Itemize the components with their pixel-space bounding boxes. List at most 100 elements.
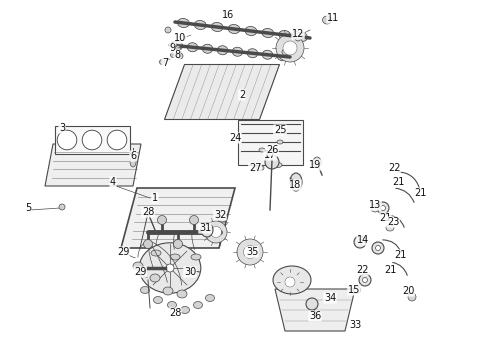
Ellipse shape xyxy=(282,49,288,55)
Text: 21: 21 xyxy=(414,188,426,198)
Ellipse shape xyxy=(57,130,77,150)
Ellipse shape xyxy=(277,52,288,61)
Ellipse shape xyxy=(363,278,368,283)
Ellipse shape xyxy=(269,148,275,152)
Text: 13: 13 xyxy=(369,200,381,210)
Text: 1: 1 xyxy=(152,193,158,203)
Ellipse shape xyxy=(187,43,198,52)
Text: 8: 8 xyxy=(174,50,180,60)
Text: 24: 24 xyxy=(229,133,241,143)
Text: 12: 12 xyxy=(292,29,304,39)
Ellipse shape xyxy=(157,216,167,225)
Text: 35: 35 xyxy=(246,247,258,257)
Text: 16: 16 xyxy=(222,10,234,20)
Ellipse shape xyxy=(386,225,394,231)
Text: 28: 28 xyxy=(169,308,181,318)
Ellipse shape xyxy=(202,44,213,53)
Text: 28: 28 xyxy=(142,207,154,217)
Text: 25: 25 xyxy=(274,125,286,135)
Ellipse shape xyxy=(191,254,201,260)
Ellipse shape xyxy=(190,216,198,225)
Text: 21: 21 xyxy=(392,177,404,187)
Ellipse shape xyxy=(358,239,363,244)
Ellipse shape xyxy=(177,18,189,27)
Text: 32: 32 xyxy=(214,210,226,220)
Text: 20: 20 xyxy=(402,286,414,296)
Ellipse shape xyxy=(166,264,174,272)
Ellipse shape xyxy=(153,297,163,303)
Ellipse shape xyxy=(170,254,180,260)
Text: 33: 33 xyxy=(349,320,361,330)
Ellipse shape xyxy=(274,162,282,167)
Ellipse shape xyxy=(277,140,283,144)
Ellipse shape xyxy=(290,173,302,191)
Ellipse shape xyxy=(295,35,301,41)
Text: 4: 4 xyxy=(110,177,116,187)
Ellipse shape xyxy=(266,153,274,158)
Ellipse shape xyxy=(353,287,361,293)
Ellipse shape xyxy=(283,41,297,55)
Ellipse shape xyxy=(177,290,187,298)
Ellipse shape xyxy=(262,28,274,37)
Ellipse shape xyxy=(279,31,291,40)
Ellipse shape xyxy=(372,242,384,254)
Ellipse shape xyxy=(306,298,318,310)
Text: 30: 30 xyxy=(184,267,196,277)
Ellipse shape xyxy=(168,302,176,309)
Text: 18: 18 xyxy=(289,180,301,190)
Ellipse shape xyxy=(205,294,215,302)
Text: 21: 21 xyxy=(394,250,406,260)
Ellipse shape xyxy=(259,148,265,152)
Text: 15: 15 xyxy=(348,285,360,295)
Ellipse shape xyxy=(82,130,102,150)
Ellipse shape xyxy=(180,306,190,314)
Text: 36: 36 xyxy=(309,311,321,321)
Ellipse shape xyxy=(354,236,366,248)
Text: 3: 3 xyxy=(59,123,65,133)
Text: 11: 11 xyxy=(327,13,339,23)
Ellipse shape xyxy=(265,155,279,169)
Ellipse shape xyxy=(375,246,381,251)
Ellipse shape xyxy=(150,274,160,282)
Text: 23: 23 xyxy=(387,217,399,227)
Text: 14: 14 xyxy=(357,235,369,245)
Ellipse shape xyxy=(408,293,416,301)
Text: 29: 29 xyxy=(134,267,146,277)
Ellipse shape xyxy=(165,27,171,33)
Text: 10: 10 xyxy=(174,33,186,43)
Text: 22: 22 xyxy=(356,265,368,275)
Ellipse shape xyxy=(211,226,221,238)
Text: 22: 22 xyxy=(388,163,400,173)
Ellipse shape xyxy=(244,246,256,258)
Ellipse shape xyxy=(171,42,177,48)
Ellipse shape xyxy=(377,202,389,214)
Ellipse shape xyxy=(217,212,227,222)
Bar xyxy=(238,120,302,165)
Text: 6: 6 xyxy=(130,151,136,161)
Text: 31: 31 xyxy=(199,223,211,233)
Ellipse shape xyxy=(313,157,321,167)
Ellipse shape xyxy=(237,239,263,265)
Text: 19: 19 xyxy=(309,160,321,170)
Ellipse shape xyxy=(228,24,240,33)
Ellipse shape xyxy=(247,49,258,58)
Ellipse shape xyxy=(285,277,295,287)
Ellipse shape xyxy=(59,204,65,210)
Ellipse shape xyxy=(171,53,175,58)
Ellipse shape xyxy=(292,31,300,39)
Ellipse shape xyxy=(262,50,273,59)
Ellipse shape xyxy=(172,41,183,50)
Ellipse shape xyxy=(205,221,227,243)
Ellipse shape xyxy=(273,266,311,294)
Ellipse shape xyxy=(194,302,202,309)
Polygon shape xyxy=(165,64,279,120)
Ellipse shape xyxy=(195,21,206,30)
Text: 21: 21 xyxy=(384,265,396,275)
Ellipse shape xyxy=(217,46,228,55)
Ellipse shape xyxy=(381,206,386,211)
Text: 26: 26 xyxy=(266,145,278,155)
Ellipse shape xyxy=(256,166,264,171)
Ellipse shape xyxy=(232,47,243,56)
Ellipse shape xyxy=(175,45,180,50)
Ellipse shape xyxy=(177,53,183,59)
